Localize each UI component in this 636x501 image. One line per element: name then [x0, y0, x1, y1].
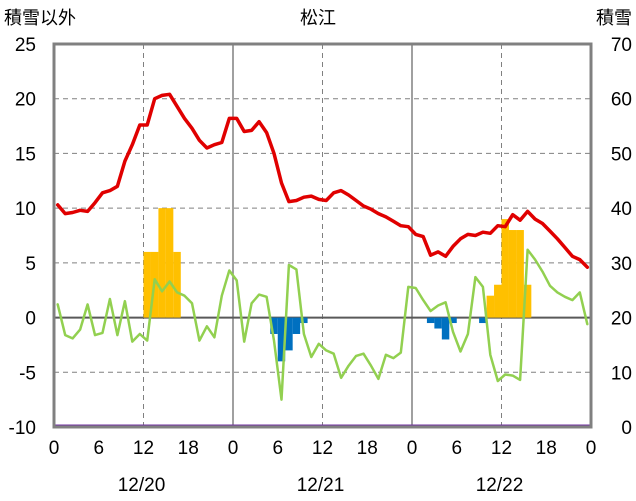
right-tick-label: 40	[611, 199, 632, 220]
left-tick-label: 25	[15, 35, 36, 56]
chart-title: 松江	[300, 8, 336, 29]
x-tick-label: 18	[178, 438, 199, 459]
right-tick-label: 70	[611, 35, 632, 56]
x-tick-label: 0	[586, 438, 597, 459]
blue-bar	[277, 317, 286, 362]
orange-bar	[173, 251, 181, 318]
right-tick-label: 50	[611, 144, 632, 165]
x-tick-label: 0	[49, 438, 60, 459]
orange-bar	[523, 284, 532, 318]
plot-frame	[52, 42, 593, 429]
blue-bar	[426, 317, 435, 324]
right-tick-label: 20	[611, 309, 632, 330]
blue-bar	[441, 317, 450, 340]
left-axis-ticks: 25 20 15 10 5 0 -5 -10	[9, 35, 36, 439]
orange-bar	[501, 219, 509, 318]
date-labels: 12/20 12/21 12/22	[118, 475, 524, 496]
left-tick-label: 5	[25, 254, 36, 275]
x-tick-label: 0	[407, 438, 418, 459]
blue-bar	[479, 317, 487, 324]
left-tick-label: 0	[25, 309, 36, 330]
blue-bar	[434, 317, 442, 329]
orange-bar	[516, 230, 524, 318]
orange-bar	[158, 208, 166, 318]
blue-bar	[300, 317, 308, 324]
left-tick-label: -10	[9, 418, 36, 439]
right-tick-label: 0	[621, 418, 632, 439]
green-series-line	[56, 248, 589, 401]
left-tick-label: 20	[15, 90, 36, 111]
right-axis-ticks: 70 60 50 40 30 20 10 0	[611, 35, 632, 439]
left-tick-label: 10	[15, 199, 36, 220]
x-tick-label: 12	[491, 438, 512, 459]
x-axis-ticks: 0 6 12 18 0 6 12 18 0 6 12 18 0	[49, 438, 597, 459]
orange-bar	[143, 251, 151, 318]
blue-bar	[449, 317, 457, 324]
orange-bar	[494, 284, 502, 318]
red-series-line	[55, 92, 590, 269]
blue-bar	[292, 317, 301, 334]
date-label: 12/20	[118, 475, 166, 496]
orange-bar	[165, 208, 174, 318]
orange-bar	[486, 295, 495, 318]
x-tick-label: 18	[536, 438, 557, 459]
right-tick-label: 60	[611, 90, 632, 111]
left-tick-label: -5	[19, 363, 36, 384]
x-tick-label: 12	[312, 438, 333, 459]
right-tick-label: 30	[611, 254, 632, 275]
right-axis-title: 積雪	[596, 8, 632, 29]
x-tick-label: 6	[93, 438, 104, 459]
left-tick-label: 15	[15, 144, 36, 165]
x-tick-label: 6	[451, 438, 462, 459]
x-tick-label: 6	[272, 438, 283, 459]
orange-bar	[508, 230, 517, 318]
x-tick-label: 0	[228, 438, 239, 459]
x-tick-label: 18	[357, 438, 378, 459]
date-label: 12/22	[476, 475, 524, 496]
plot-border	[52, 42, 593, 429]
blue-bar	[285, 317, 293, 351]
date-label: 12/21	[297, 475, 345, 496]
x-tick-label: 12	[133, 438, 154, 459]
right-tick-label: 10	[611, 363, 632, 384]
blue-bar	[270, 317, 278, 334]
left-axis-title: 積雪以外	[4, 8, 76, 29]
